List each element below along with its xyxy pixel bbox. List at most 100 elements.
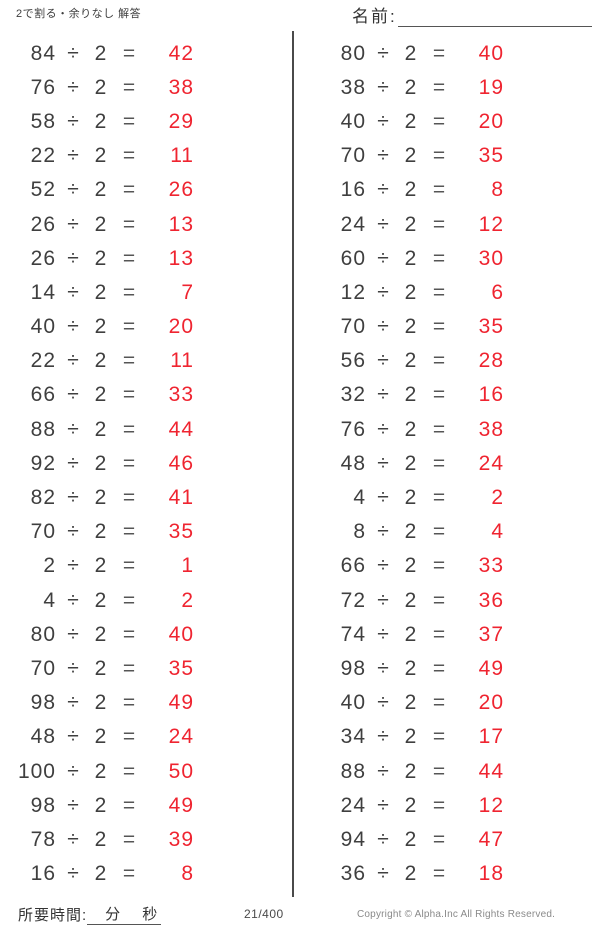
divisor-value: 2 <box>404 862 418 886</box>
dividend-value: 16 <box>30 862 56 886</box>
equals-icon: = <box>432 75 446 99</box>
divide-icon: ÷ <box>377 725 389 749</box>
answer-value: 6 <box>491 280 504 304</box>
divide-icon: ÷ <box>67 827 79 851</box>
problem-row: 80 ÷ 2 = 40 <box>300 36 590 70</box>
divisor-value: 2 <box>404 212 418 236</box>
answer-value: 44 <box>168 417 194 441</box>
answer-value: 7 <box>181 280 194 304</box>
divide-icon: ÷ <box>377 41 389 65</box>
divide-icon: ÷ <box>377 349 389 373</box>
dividend-value: 14 <box>30 280 56 304</box>
answer-value: 18 <box>478 862 504 886</box>
seconds-input-slot[interactable]: 秒 <box>124 903 162 925</box>
divide-icon: ÷ <box>377 862 389 886</box>
problem-row: 84 ÷ 2 = 42 <box>0 36 290 70</box>
dividend-value: 26 <box>30 246 56 270</box>
equals-icon: = <box>122 41 136 65</box>
equals-icon: = <box>122 554 136 578</box>
minutes-input-slot[interactable]: 分 <box>87 903 125 925</box>
dividend-value: 4 <box>353 486 366 510</box>
equals-icon: = <box>432 383 446 407</box>
divide-icon: ÷ <box>377 827 389 851</box>
problem-row: 24 ÷ 2 = 12 <box>300 788 590 822</box>
answer-value: 2 <box>181 588 194 612</box>
answer-value: 35 <box>478 315 504 339</box>
divide-icon: ÷ <box>67 588 79 612</box>
divisor-value: 2 <box>404 280 418 304</box>
equals-icon: = <box>122 109 136 133</box>
equals-icon: = <box>122 759 136 783</box>
equals-icon: = <box>122 656 136 680</box>
divide-icon: ÷ <box>377 144 389 168</box>
divisor-value: 2 <box>94 246 108 270</box>
page-title: 2で割る・余りなし 解答 <box>16 8 142 20</box>
equals-icon: = <box>122 793 136 817</box>
problem-row: 16 ÷ 2 = 8 <box>0 857 290 891</box>
dividend-value: 98 <box>30 793 56 817</box>
divide-icon: ÷ <box>67 862 79 886</box>
answer-value: 11 <box>170 349 194 373</box>
divide-icon: ÷ <box>67 315 79 339</box>
equals-icon: = <box>432 451 446 475</box>
dividend-value: 34 <box>340 725 366 749</box>
dividend-value: 52 <box>30 178 56 202</box>
dividend-value: 100 <box>17 759 56 783</box>
divide-icon: ÷ <box>377 315 389 339</box>
problem-row: 98 ÷ 2 = 49 <box>0 788 290 822</box>
answer-value: 4 <box>491 520 504 544</box>
equals-icon: = <box>122 622 136 646</box>
dividend-value: 76 <box>30 75 56 99</box>
equals-icon: = <box>432 520 446 544</box>
name-input-line[interactable] <box>397 9 592 27</box>
answer-value: 49 <box>168 793 194 817</box>
divide-icon: ÷ <box>67 691 79 715</box>
divisor-value: 2 <box>404 451 418 475</box>
divide-icon: ÷ <box>67 280 79 304</box>
divide-icon: ÷ <box>377 246 389 270</box>
problem-row: 48 ÷ 2 = 24 <box>300 446 590 480</box>
equals-icon: = <box>432 656 446 680</box>
worksheet-footer: 所要時間: 分 秒 21/400 Copyright © Alpha.Inc A… <box>0 900 600 934</box>
problem-row: 92 ÷ 2 = 46 <box>0 446 290 480</box>
divisor-value: 2 <box>94 725 108 749</box>
dividend-value: 66 <box>340 554 366 578</box>
dividend-value: 78 <box>30 827 56 851</box>
name-field-block: 名前: <box>352 2 592 27</box>
answer-value: 20 <box>168 315 194 339</box>
problem-row: 78 ÷ 2 = 39 <box>0 822 290 856</box>
divisor-value: 2 <box>404 349 418 373</box>
divide-icon: ÷ <box>67 451 79 475</box>
column-divider <box>292 31 294 897</box>
divide-icon: ÷ <box>67 759 79 783</box>
divisor-value: 2 <box>404 417 418 441</box>
answer-value: 13 <box>168 246 194 270</box>
divisor-value: 2 <box>404 109 418 133</box>
divisor-value: 2 <box>404 315 418 339</box>
dividend-value: 94 <box>340 827 366 851</box>
divide-icon: ÷ <box>67 656 79 680</box>
divide-icon: ÷ <box>67 75 79 99</box>
answer-value: 29 <box>168 109 194 133</box>
answer-value: 13 <box>168 212 194 236</box>
equals-icon: = <box>432 862 446 886</box>
equals-icon: = <box>432 759 446 783</box>
dividend-value: 80 <box>340 41 366 65</box>
answer-value: 42 <box>168 41 194 65</box>
problem-row: 100 ÷ 2 = 50 <box>0 754 290 788</box>
equals-icon: = <box>122 691 136 715</box>
dividend-value: 66 <box>30 383 56 407</box>
divide-icon: ÷ <box>67 246 79 270</box>
equals-icon: = <box>122 212 136 236</box>
problem-row: 72 ÷ 2 = 36 <box>300 583 590 617</box>
dividend-value: 24 <box>340 212 366 236</box>
divide-icon: ÷ <box>377 417 389 441</box>
divide-icon: ÷ <box>67 109 79 133</box>
divide-icon: ÷ <box>377 759 389 783</box>
divisor-value: 2 <box>404 691 418 715</box>
dividend-value: 38 <box>340 75 366 99</box>
equals-icon: = <box>122 75 136 99</box>
problem-row: 82 ÷ 2 = 41 <box>0 480 290 514</box>
problem-row: 94 ÷ 2 = 47 <box>300 822 590 856</box>
problem-row: 40 ÷ 2 = 20 <box>300 104 590 138</box>
